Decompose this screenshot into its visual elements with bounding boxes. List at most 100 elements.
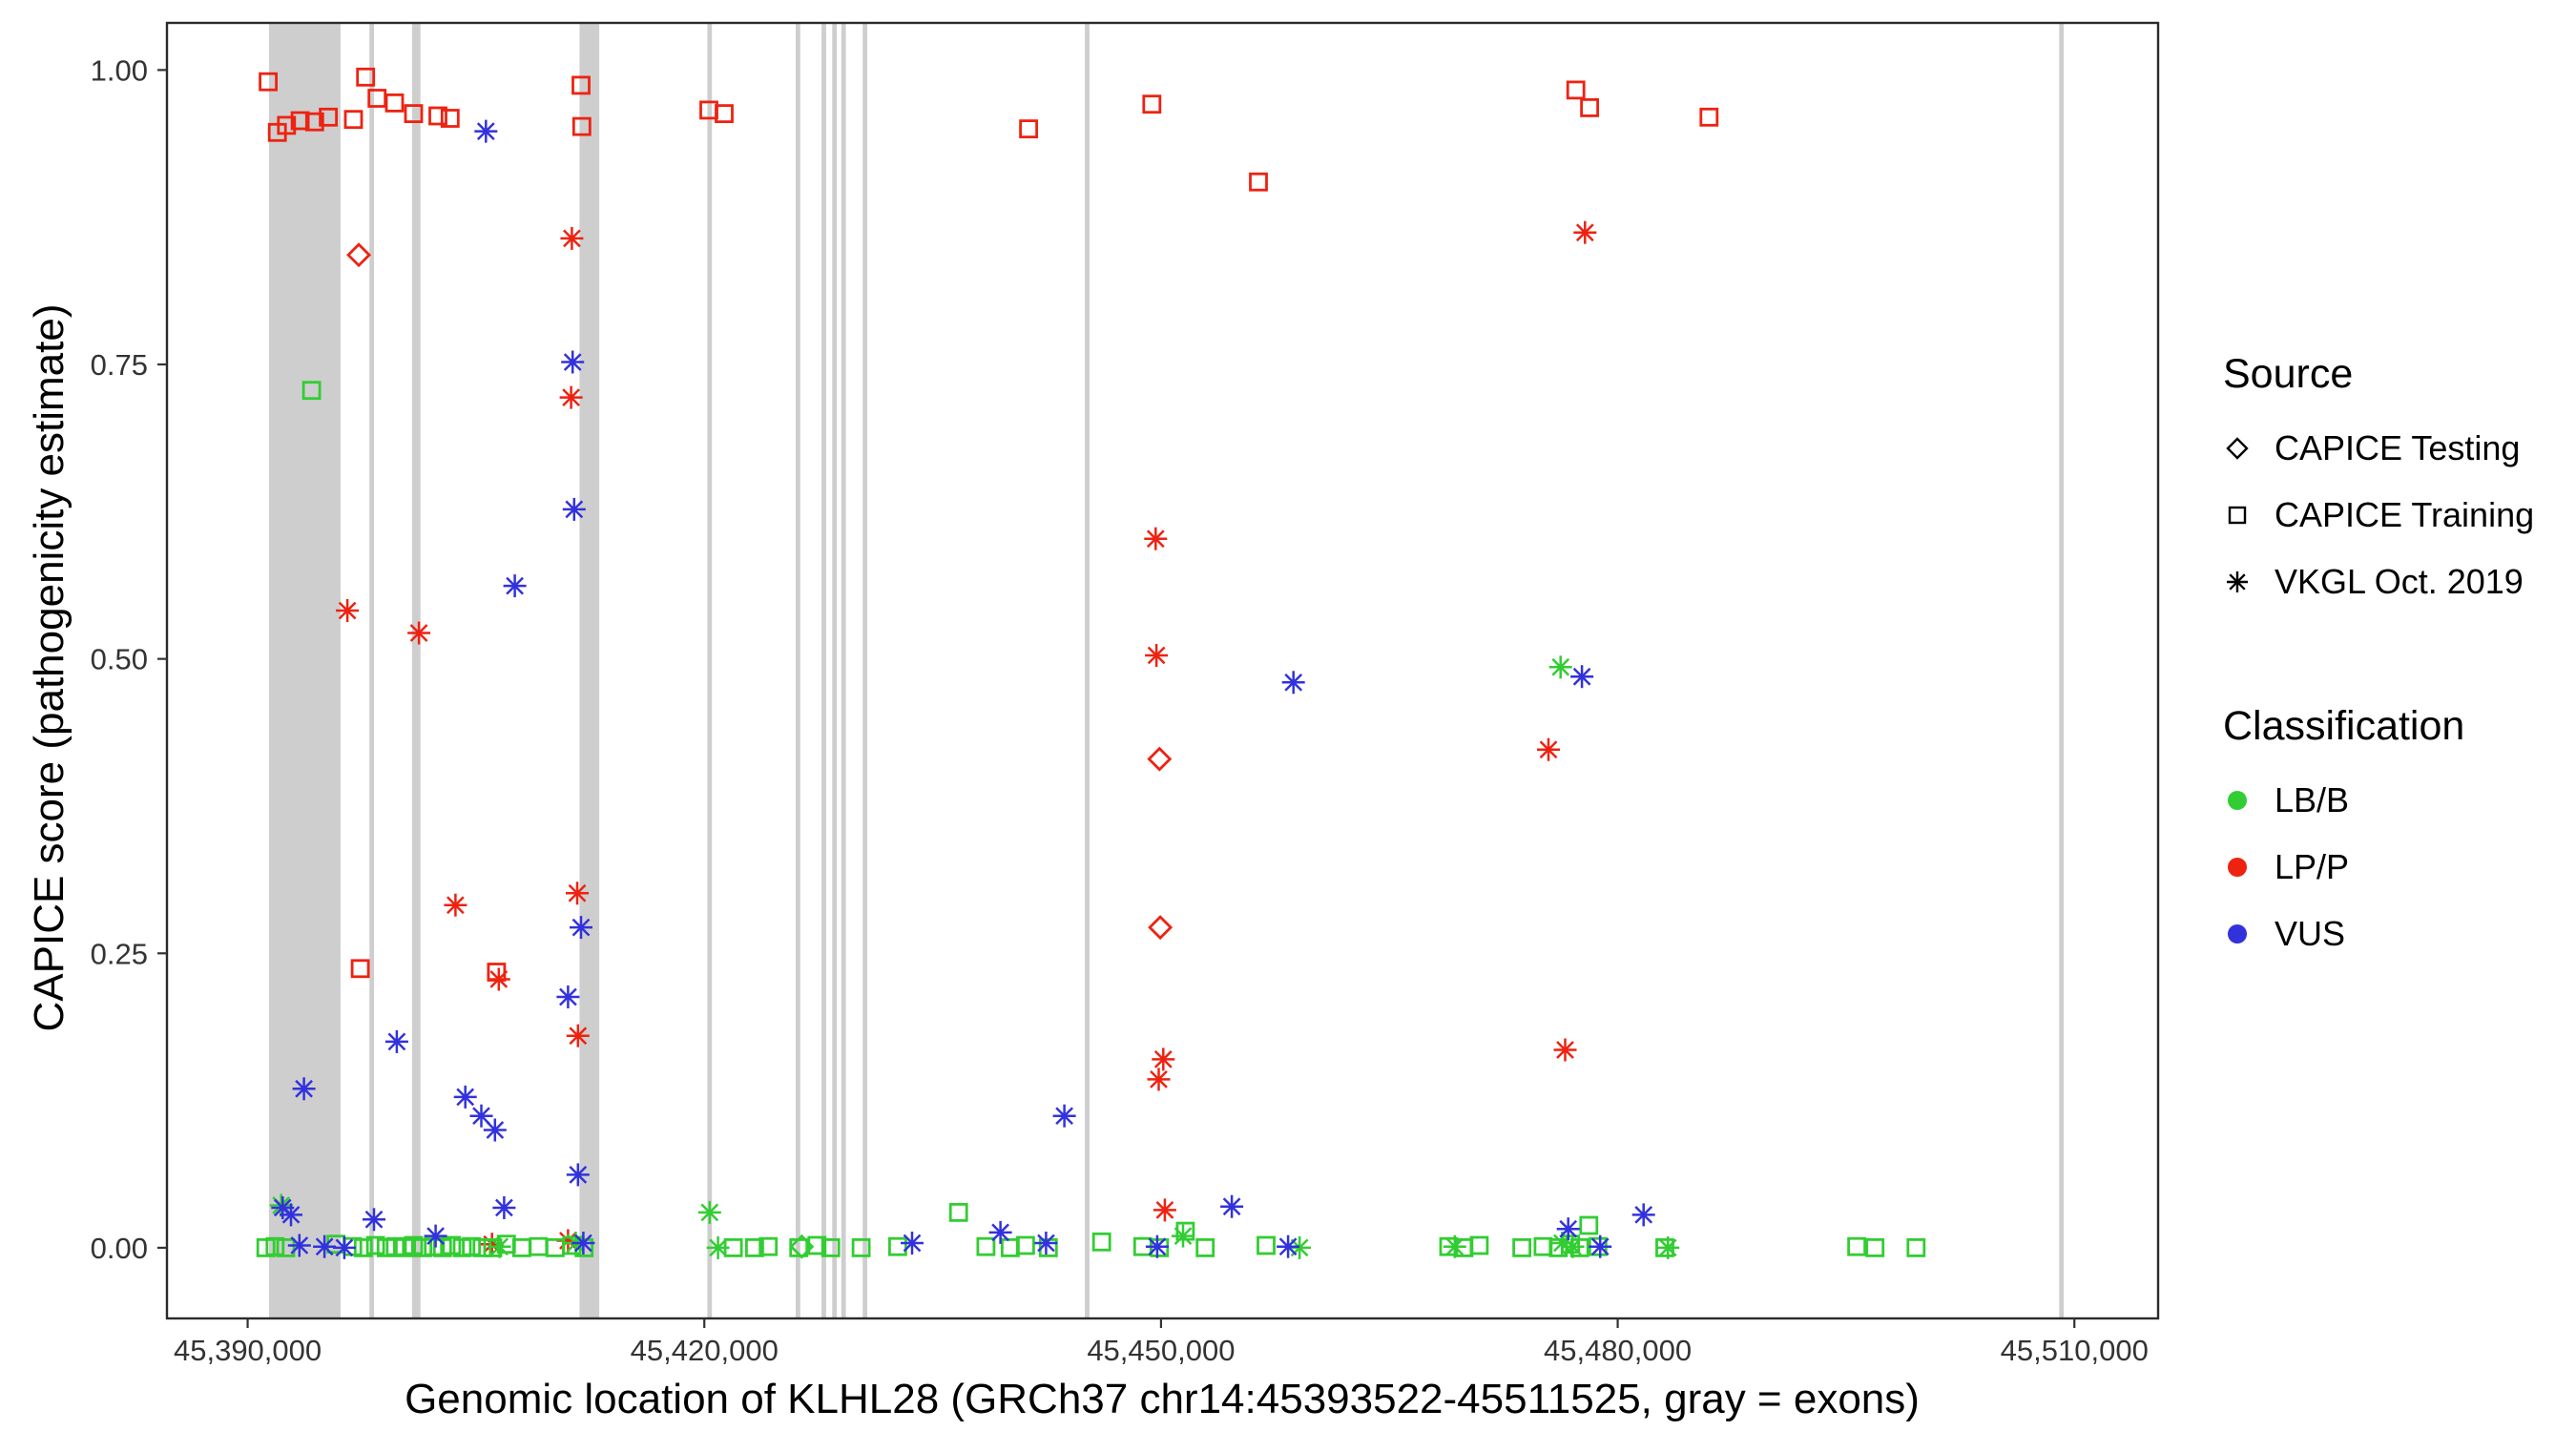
legend: Source CAPICE Testing CAPICE Training bbox=[2223, 351, 2534, 979]
x-tick-label: 45,510,000 bbox=[2001, 1334, 2149, 1367]
exon-band bbox=[1085, 23, 1090, 1318]
data-point bbox=[365, 1235, 385, 1255]
legend-source-group: Source CAPICE Testing CAPICE Training bbox=[2223, 351, 2534, 604]
x-axis-title: Genomic location of KLHL28 (GRCh37 chr14… bbox=[405, 1376, 1920, 1422]
data-point bbox=[1257, 1235, 1276, 1255]
data-point bbox=[571, 116, 592, 136]
legend-item-vkgl: VKGL Oct. 2019 bbox=[2223, 560, 2534, 604]
data-point bbox=[948, 1203, 968, 1222]
data-point bbox=[442, 1235, 462, 1255]
data-point bbox=[1570, 665, 1594, 689]
data-point bbox=[287, 1234, 311, 1257]
lpp-dot-icon bbox=[2228, 858, 2247, 877]
data-point bbox=[1016, 1235, 1035, 1255]
data-point bbox=[559, 385, 583, 409]
legend-item-lbb: LB/B bbox=[2223, 778, 2534, 822]
exon-band bbox=[268, 23, 341, 1318]
exon-band bbox=[796, 23, 800, 1318]
data-point bbox=[503, 574, 527, 598]
data-point bbox=[571, 75, 591, 95]
data-point bbox=[384, 93, 405, 113]
data-point bbox=[1589, 1234, 1612, 1258]
data-point bbox=[1656, 1235, 1680, 1259]
data-point bbox=[511, 1238, 531, 1257]
data-point bbox=[566, 881, 589, 905]
data-point bbox=[1052, 1104, 1076, 1128]
lbb-dot-icon bbox=[2228, 791, 2247, 810]
data-point bbox=[462, 1236, 482, 1256]
data-point bbox=[292, 1077, 316, 1101]
diamond-icon bbox=[2226, 437, 2249, 460]
data-point bbox=[280, 1203, 302, 1227]
data-point bbox=[313, 1234, 337, 1258]
data-point bbox=[1580, 98, 1599, 117]
data-point bbox=[1533, 1236, 1553, 1256]
panel-border bbox=[165, 21, 2160, 1320]
vus-dot-icon bbox=[2228, 924, 2247, 944]
data-point bbox=[1579, 1215, 1599, 1235]
data-point bbox=[821, 1238, 841, 1257]
legend-item-capice-training: CAPICE Training bbox=[2223, 493, 2534, 537]
data-point bbox=[571, 1232, 595, 1255]
x-tick-label: 45,390,000 bbox=[174, 1334, 322, 1367]
data-point bbox=[901, 1232, 924, 1255]
data-point bbox=[428, 106, 447, 126]
data-point bbox=[566, 1024, 590, 1047]
y-tick-label: 0.75 bbox=[91, 348, 148, 382]
data-point bbox=[1145, 1234, 1169, 1258]
data-point bbox=[407, 621, 431, 645]
legend-item-lpp: LP/P bbox=[2223, 845, 2534, 889]
data-point bbox=[697, 1200, 721, 1224]
y-tick-label: 0.25 bbox=[91, 937, 148, 970]
data-point bbox=[1556, 1217, 1580, 1241]
exon-band bbox=[821, 23, 826, 1318]
data-point bbox=[346, 242, 372, 268]
data-point bbox=[560, 226, 584, 250]
data-point bbox=[301, 381, 322, 401]
legend-item-label: VKGL Oct. 2019 bbox=[2275, 562, 2524, 601]
exon-band bbox=[707, 23, 713, 1318]
data-point bbox=[319, 107, 339, 127]
data-point bbox=[1906, 1238, 1926, 1257]
data-point bbox=[1091, 1232, 1111, 1252]
data-point bbox=[1172, 1224, 1195, 1248]
data-point bbox=[988, 1220, 1012, 1244]
data-point bbox=[1249, 172, 1268, 192]
data-point bbox=[332, 1235, 356, 1259]
legend-item-capice-testing: CAPICE Testing bbox=[2223, 426, 2534, 470]
data-point bbox=[1561, 1234, 1585, 1258]
data-point bbox=[758, 1236, 779, 1256]
data-point bbox=[1153, 1198, 1176, 1222]
data-point bbox=[488, 1234, 511, 1258]
legend-spacer bbox=[2223, 627, 2534, 703]
data-point bbox=[1195, 1238, 1215, 1257]
data-point bbox=[356, 67, 376, 87]
y-axis-title: CAPICE score (pathogenicity estimate) bbox=[26, 303, 73, 1032]
data-point bbox=[1001, 1238, 1020, 1257]
data-point bbox=[474, 119, 498, 143]
data-point bbox=[1553, 1038, 1577, 1062]
data-point bbox=[1034, 1232, 1058, 1255]
data-point bbox=[424, 1224, 447, 1248]
data-point bbox=[440, 109, 460, 128]
data-point bbox=[556, 985, 580, 1008]
legend-item-label: CAPICE Training bbox=[2275, 495, 2535, 534]
data-point bbox=[807, 1235, 827, 1255]
data-point bbox=[290, 111, 310, 131]
data-point bbox=[304, 112, 324, 132]
legend-source-title: Source bbox=[2223, 351, 2354, 397]
data-point bbox=[413, 1238, 433, 1257]
exon-band bbox=[2059, 23, 2065, 1318]
data-point bbox=[1277, 1234, 1300, 1258]
data-point bbox=[276, 1238, 296, 1257]
data-point bbox=[1145, 644, 1169, 667]
data-point bbox=[566, 1163, 590, 1187]
data-point bbox=[1148, 915, 1174, 941]
data-point bbox=[1147, 746, 1173, 772]
data-point bbox=[570, 916, 592, 940]
x-tick-label: 45,450,000 bbox=[1087, 1334, 1235, 1367]
data-point bbox=[789, 1234, 815, 1259]
data-point bbox=[444, 893, 467, 917]
x-tick-label: 45,420,000 bbox=[631, 1334, 779, 1367]
